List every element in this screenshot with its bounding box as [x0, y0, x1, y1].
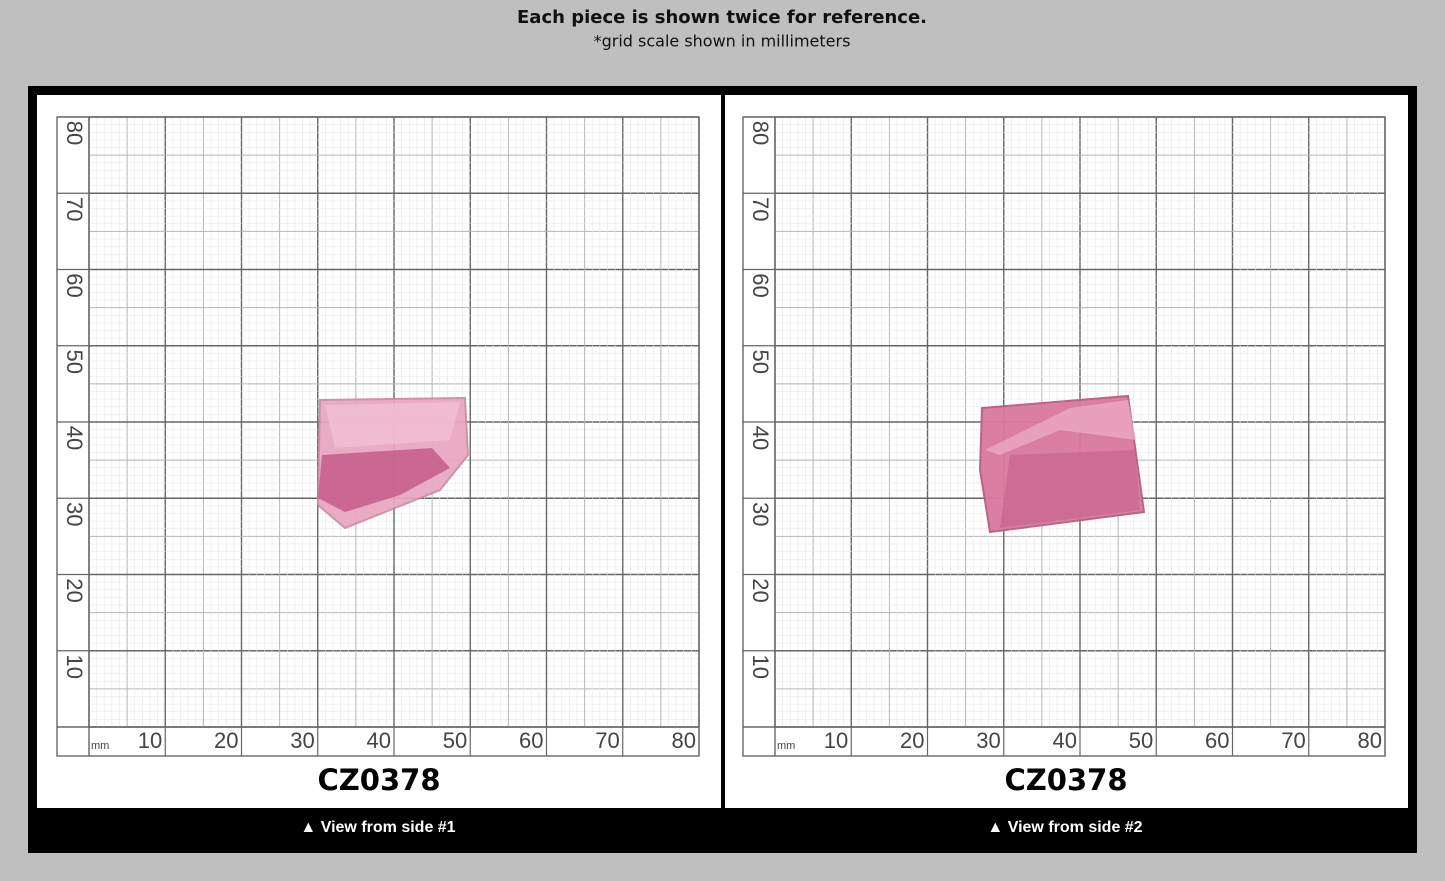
- x-scale-label: 30: [290, 728, 314, 753]
- x-scale-label: 20: [900, 728, 924, 753]
- y-scale-label: 30: [62, 502, 87, 526]
- x-scale-label: 60: [519, 728, 543, 753]
- y-scale-label: 10: [748, 655, 773, 679]
- x-scale-label: 20: [214, 728, 238, 753]
- y-scale-label: 50: [62, 350, 87, 374]
- x-scale-label: 30: [976, 728, 1000, 753]
- x-scale-label: 40: [1053, 728, 1077, 753]
- x-scale-label: 70: [595, 728, 619, 753]
- x-scale-label: 10: [138, 728, 162, 753]
- view-caption: ▲ View from side #2: [987, 819, 1142, 836]
- unit-label: mm: [777, 740, 795, 752]
- y-scale-label: 20: [748, 578, 773, 602]
- grids: 10 20 30 40 50 60 70 80 10 20 30 40 50 60 70 80 mm CZ0378…: [56, 116, 1386, 797]
- y-scale-label: 10: [62, 655, 87, 679]
- y-scale-label: 70: [748, 197, 773, 221]
- y-scale-label: 80: [748, 121, 773, 145]
- grid-panel: 10 20 30 40 50 60 70 80 10 20 30 40 50 60 70 80 mm CZ0378: [56, 116, 700, 797]
- y-scale-label: 80: [62, 121, 87, 145]
- y-scale-label: 40: [748, 426, 773, 450]
- x-scale-label: 40: [367, 728, 391, 753]
- header-title: Each piece is shown twice for reference.: [517, 7, 927, 28]
- header-subtitle: *grid scale shown in millimeters: [594, 32, 851, 51]
- y-scale-label: 50: [748, 350, 773, 374]
- x-scale-label: 70: [1281, 728, 1305, 753]
- grid-border: [742, 116, 1386, 757]
- y-scale-label: 70: [62, 197, 87, 221]
- gem-photo: [316, 396, 470, 530]
- y-scale-label: 60: [62, 273, 87, 297]
- y-scale-label: 60: [748, 273, 773, 297]
- x-scale-label: 50: [1129, 728, 1153, 753]
- product-code: CZ0378: [317, 763, 440, 797]
- y-scale-label: 30: [748, 502, 773, 526]
- x-scale-label: 10: [824, 728, 848, 753]
- product-code: CZ0378: [1004, 763, 1127, 797]
- x-scale-label: 60: [1205, 728, 1229, 753]
- view-caption: ▲ View from side #1: [300, 819, 455, 836]
- y-scale-label: 20: [62, 578, 87, 602]
- x-scale-label: 50: [443, 728, 467, 753]
- unit-label: mm: [91, 740, 109, 752]
- gem-photo: [978, 394, 1146, 534]
- x-scale-label: 80: [1358, 728, 1382, 753]
- grid-border: [56, 116, 700, 757]
- y-scale-label: 40: [62, 426, 87, 450]
- x-scale-label: 80: [672, 728, 696, 753]
